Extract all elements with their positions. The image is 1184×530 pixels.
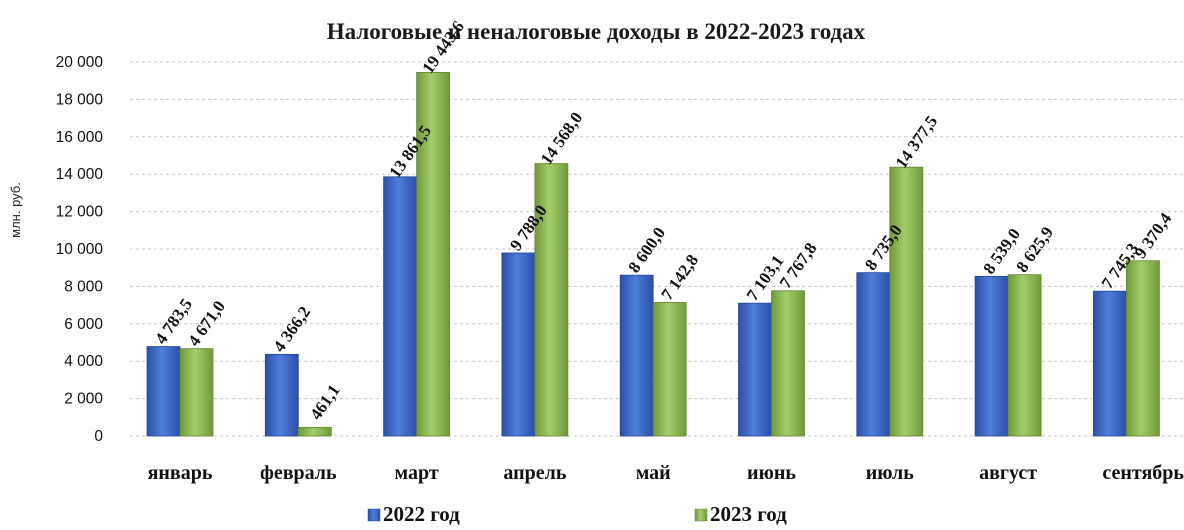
bar-2023-1	[297, 426, 332, 437]
bar-2022-4	[619, 274, 654, 437]
y-axis-label: млн. руб.	[8, 182, 23, 238]
x-tick-label: январь	[148, 462, 213, 484]
y-tick-label: 10 000	[56, 241, 104, 258]
legend-swatch-2023	[694, 508, 708, 522]
data-label: 14 377,5	[892, 112, 942, 172]
y-tick-label: 8 000	[64, 278, 103, 295]
x-tick-label: февраль	[260, 462, 337, 484]
legend-label-2022: 2022 год	[383, 502, 460, 526]
bar-2023-7	[1007, 274, 1042, 437]
y-tick-label: 16 000	[56, 129, 104, 146]
data-label: 4 366,2	[270, 303, 315, 356]
x-tick-label: август	[979, 462, 1037, 484]
bars	[146, 72, 1160, 437]
data-label: 8 625,9	[1012, 223, 1057, 276]
bar-2023-2	[416, 72, 451, 437]
x-axis-ticks: январь февраль март апрель май июнь июль август…	[148, 462, 1184, 484]
bar-2022-6	[856, 272, 891, 437]
y-tick-label: 2 000	[64, 391, 103, 408]
y-tick-label: 6 000	[64, 316, 103, 333]
bar-2022-5	[738, 302, 772, 437]
x-tick-label: июль	[866, 462, 915, 484]
x-tick-label: апрель	[503, 462, 566, 484]
bar-2022-8	[1093, 290, 1127, 437]
bar-2023-8	[1126, 260, 1160, 437]
chart-title: Налоговые и неналоговые доходы в 2022-20…	[327, 19, 866, 44]
legend: 2022 год 2023 год	[367, 502, 787, 526]
y-axis-ticks: 0 2 000 4 000 6 000 8 000 10 000 12 000 14 000 1…	[56, 54, 104, 445]
bar-2022-2	[383, 176, 418, 437]
bar-2023-3	[534, 163, 569, 437]
data-label: 8 600,0	[624, 224, 669, 277]
y-tick-label: 18 000	[56, 91, 104, 108]
x-tick-label: сентябрь	[1102, 462, 1184, 484]
bar-2023-0	[179, 348, 214, 437]
data-label: 9 370,4	[1131, 209, 1176, 262]
bar-2022-3	[501, 252, 536, 437]
data-label: 461,1	[306, 381, 344, 423]
y-tick-label: 12 000	[56, 204, 104, 221]
data-label: 14 568,0	[537, 109, 587, 169]
legend-label-2023: 2023 год	[710, 502, 787, 526]
x-tick-label: июнь	[747, 462, 796, 484]
y-tick-label: 20 000	[56, 54, 104, 71]
x-tick-label: март	[395, 462, 439, 484]
bar-2022-1	[264, 353, 299, 437]
y-tick-label: 14 000	[56, 166, 104, 183]
x-tick-label: май	[636, 462, 671, 484]
y-tick-label: 4 000	[64, 353, 103, 370]
legend-swatch-2022	[367, 508, 381, 522]
bar-2022-0	[146, 346, 181, 437]
bar-2023-6	[889, 166, 924, 437]
bar-2023-4	[652, 302, 687, 437]
bar-2022-7	[974, 275, 1009, 437]
y-tick-label: 0	[94, 428, 103, 445]
data-label: 7 142,8	[657, 251, 702, 304]
bar-2023-5	[771, 290, 805, 437]
